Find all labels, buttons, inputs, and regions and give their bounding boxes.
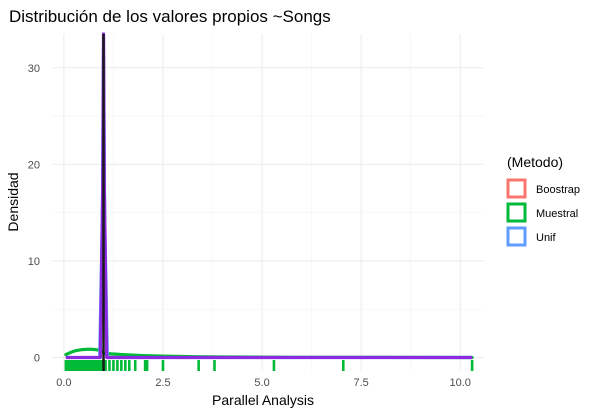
x-axis-ticks: 0.0 2.5 5.0 7.5 10.0 bbox=[56, 377, 471, 389]
legend-key-muestral bbox=[506, 202, 527, 223]
chart-title: Distribución de los valores propios ~Son… bbox=[9, 7, 331, 26]
y-axis-label: Densidad bbox=[5, 172, 21, 231]
x-tick-label: 2.5 bbox=[155, 377, 170, 389]
x-tick-label: 5.0 bbox=[254, 377, 269, 389]
legend-label-boostrap: Boostrap bbox=[536, 184, 580, 196]
y-axis-ticks: 0 10 20 30 bbox=[28, 63, 40, 365]
legend: (Metodo) Boostrap Muestral Unif bbox=[506, 154, 580, 247]
legend-label-muestral: Muestral bbox=[536, 208, 578, 220]
x-axis-label: Parallel Analysis bbox=[212, 392, 314, 408]
legend-key-boostrap bbox=[506, 178, 527, 199]
plot-area bbox=[64, 32, 474, 371]
legend-label-unif: Unif bbox=[536, 232, 557, 244]
y-tick-label: 20 bbox=[28, 159, 40, 171]
y-tick-label: 30 bbox=[28, 63, 40, 75]
grid bbox=[52, 34, 484, 371]
x-tick-label: 0.0 bbox=[56, 377, 71, 389]
x-tick-label: 10.0 bbox=[450, 377, 471, 389]
y-tick-label: 10 bbox=[28, 256, 40, 268]
legend-title: (Metodo) bbox=[507, 154, 563, 170]
x-tick-label: 7.5 bbox=[353, 377, 368, 389]
y-tick-label: 0 bbox=[34, 352, 40, 364]
legend-key-unif bbox=[506, 226, 527, 247]
